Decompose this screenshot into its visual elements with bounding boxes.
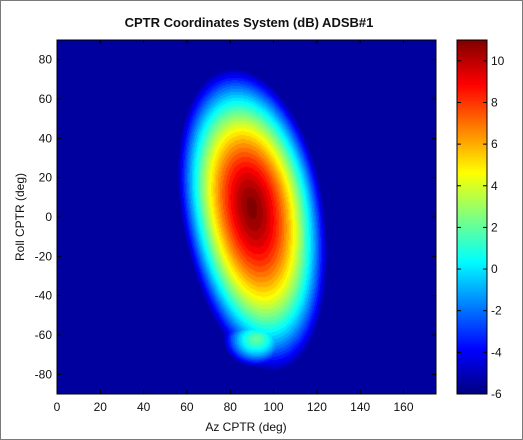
- y-tick-label: -40: [35, 289, 53, 303]
- y-tick-label: -80: [35, 367, 53, 381]
- colorbar-tick-label: 6: [491, 137, 498, 151]
- x-tick-label: 100: [264, 400, 284, 414]
- x-tick-label: 160: [393, 400, 413, 414]
- x-tick-label: 0: [54, 400, 61, 414]
- x-axis-label: Az CPTR (deg): [205, 420, 286, 434]
- chart-title: CPTR Coordinates System (dB) ADSB#1: [125, 15, 374, 30]
- y-axis-label: Roll CPTR (deg): [13, 173, 27, 261]
- y-tick-label: 60: [39, 92, 53, 106]
- y-axis: 80 60 40 20 0 -20 -40 -60 -80: [35, 53, 436, 381]
- y-tick-label: 20: [39, 171, 53, 185]
- x-tick-label: 40: [137, 400, 151, 414]
- y-tick-label: 40: [39, 131, 53, 145]
- colorbar-tick-label: 4: [491, 179, 498, 193]
- y-tick-label: -20: [35, 249, 53, 263]
- x-tick-label: 80: [224, 400, 238, 414]
- colorbar-tick-label: -2: [491, 304, 502, 318]
- plot-area-container: [57, 40, 436, 394]
- colorbar-axis: 10 8 6 4 2 0 -2 -4 -6: [457, 54, 505, 401]
- x-tick-label: 20: [94, 400, 108, 414]
- colorbar-tick-label: 8: [491, 95, 498, 109]
- colorbar-tick-label: 2: [491, 220, 498, 234]
- colorbar-container: [457, 40, 487, 394]
- colorbar-border: [456, 39, 488, 395]
- heatmap-image: [57, 40, 436, 394]
- y-tick-label: -60: [35, 328, 53, 342]
- y-tick-label: 80: [39, 53, 53, 67]
- x-tick-label: 120: [307, 400, 327, 414]
- x-tick-label: 140: [350, 400, 370, 414]
- y-tick-label: 0: [45, 210, 52, 224]
- colorbar-gradient: [457, 40, 487, 394]
- colorbar-tick-label: -6: [491, 387, 502, 401]
- x-tick-label: 60: [180, 400, 194, 414]
- x-axis: 0 20 40 60 80 100 120 140 160: [54, 40, 414, 414]
- colorbar-tick-label: -4: [491, 345, 502, 359]
- colorbar-tick-label: 10: [491, 54, 505, 68]
- colorbar-tick-label: 0: [491, 262, 498, 276]
